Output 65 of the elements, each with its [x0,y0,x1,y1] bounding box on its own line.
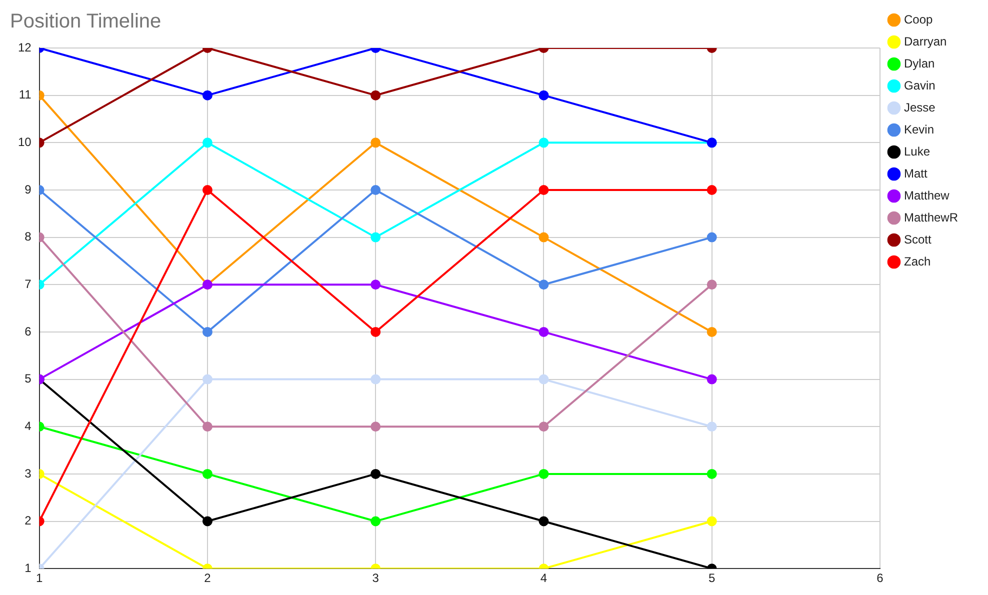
x-tick-label: 1 [36,571,44,586]
x-tick-label: 4 [540,571,548,586]
point [370,184,381,195]
legend-label: Darryan [904,34,947,48]
point [706,422,717,432]
point [706,232,717,242]
x-tick-label: 2 [204,571,212,586]
point [706,468,717,479]
y-tick-label: 2 [24,514,32,528]
legend-label: Coop [904,12,933,26]
point [370,326,381,337]
point [202,516,212,526]
legend-label: Kevin [904,122,934,136]
chart-title: Position Timeline [10,10,162,33]
point [706,326,717,337]
y-tick-label: 7 [24,276,32,291]
x-tick-label: 3 [372,571,380,586]
x-tick-label: 6 [876,571,884,586]
y-tick-label: 12 [18,40,32,54]
y-tick-label: 8 [24,230,32,244]
legend-label: Matthew [904,188,950,202]
point [370,138,381,148]
point [202,468,212,479]
point [202,326,212,337]
x-tick-label: 5 [708,571,716,586]
point [538,232,549,242]
legend-label: Dylan [904,56,935,70]
y-tick-label: 5 [24,372,32,386]
y-tick-label: 11 [18,88,32,102]
y-tick-label: 3 [24,466,32,480]
legend-label: Jesse [904,100,936,114]
point [706,280,717,290]
y-tick-label: 9 [24,182,32,196]
point [202,184,212,195]
legend-label: Scott [904,232,932,246]
legend-label: Zach [904,254,931,268]
y-tick-label: 4 [24,418,32,433]
point [202,374,212,384]
point [538,326,549,337]
point [370,516,381,526]
y-tick-label: 1 [24,560,32,575]
point [706,184,717,195]
y-tick-label: 10 [18,134,32,149]
point [202,90,212,100]
point [370,232,381,242]
point [370,374,381,384]
point [538,280,549,290]
legend-label: MatthewR [904,210,958,224]
legend-label: Gavin [904,78,936,92]
point [538,184,549,195]
point [370,280,381,290]
y-tick-label: 6 [24,324,32,338]
legend-label: Luke [904,144,930,158]
point [538,516,549,526]
point [202,422,212,432]
point [538,468,549,479]
point [538,90,549,100]
point [538,138,549,148]
point [706,374,717,384]
point [538,422,549,432]
point [538,374,549,384]
point [202,138,212,148]
point [370,422,381,432]
point [370,468,381,479]
legend-label: Matt [904,166,928,180]
